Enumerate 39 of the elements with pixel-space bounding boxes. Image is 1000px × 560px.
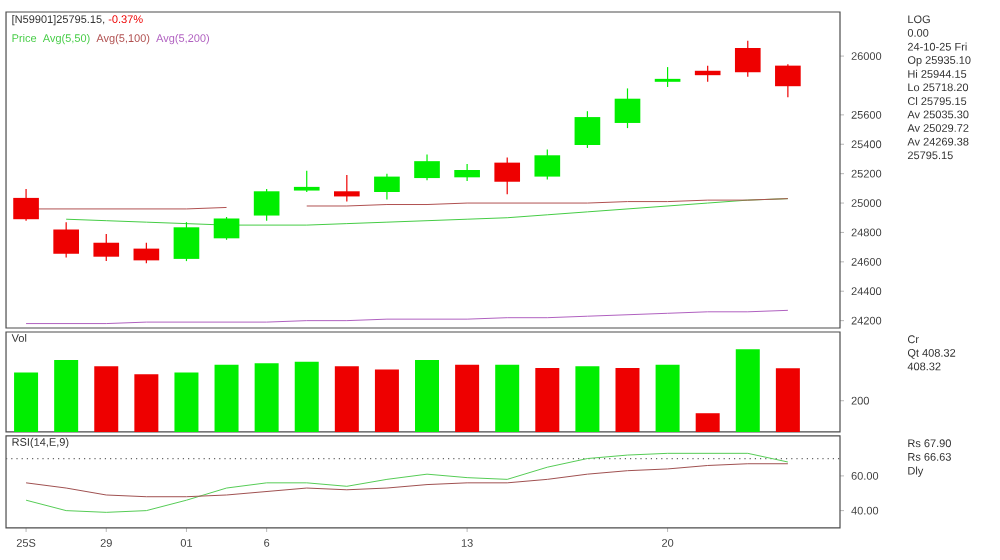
candlestick — [734, 40, 761, 78]
bar — [735, 349, 760, 432]
candlestick — [454, 163, 480, 182]
bar — [535, 367, 560, 432]
bar — [294, 361, 319, 432]
candlestick — [253, 188, 280, 222]
bar — [695, 413, 720, 432]
candlestick — [173, 221, 200, 262]
candlestick — [414, 153, 440, 181]
candlestick — [614, 87, 641, 129]
candlestick — [494, 156, 521, 195]
bar — [374, 369, 399, 432]
bar — [615, 367, 640, 432]
candlestick — [13, 188, 39, 222]
candlestick — [775, 63, 801, 98]
bar — [455, 364, 480, 432]
bar — [495, 364, 520, 432]
bar — [334, 366, 359, 432]
bar — [214, 364, 239, 432]
candlestick — [574, 110, 601, 149]
candlestick — [654, 66, 681, 88]
candlestick — [133, 242, 160, 264]
candlestick — [334, 174, 360, 203]
candlestick — [534, 148, 561, 181]
bar — [575, 366, 600, 432]
bar — [775, 368, 800, 432]
bar — [415, 360, 440, 432]
bar — [94, 366, 119, 432]
bar — [655, 364, 680, 432]
candlestick — [93, 233, 120, 262]
candlestick — [374, 173, 400, 200]
bar — [14, 372, 39, 432]
candlestick — [213, 216, 240, 241]
bar — [174, 372, 199, 432]
candlestick — [293, 170, 320, 193]
bar — [54, 360, 79, 432]
bar — [134, 374, 159, 432]
bar — [254, 363, 279, 432]
candlestick — [53, 221, 79, 259]
